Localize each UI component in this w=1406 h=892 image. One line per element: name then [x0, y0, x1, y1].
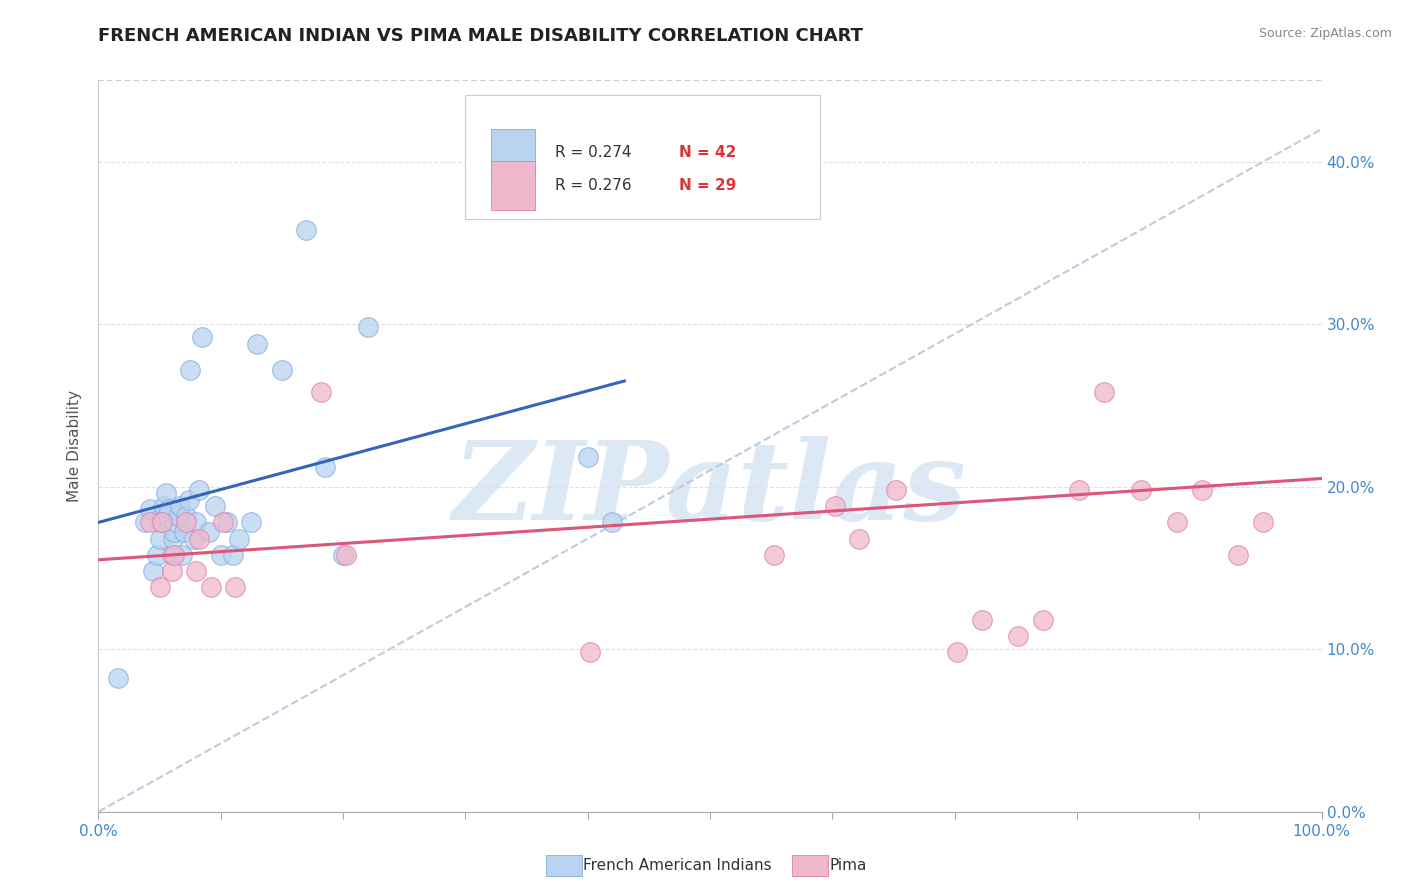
- Point: [156, 508, 179, 523]
- Point: [191, 330, 214, 344]
- Point: [200, 581, 222, 595]
- Text: R = 0.274: R = 0.274: [555, 145, 631, 161]
- Point: [246, 336, 269, 351]
- Point: [224, 581, 246, 595]
- Text: Source: ZipAtlas.com: Source: ZipAtlas.com: [1258, 27, 1392, 40]
- Point: [332, 548, 354, 562]
- Point: [212, 516, 235, 530]
- Point: [163, 548, 186, 562]
- Point: [186, 564, 208, 578]
- Point: [169, 499, 191, 513]
- Point: [146, 548, 169, 562]
- Point: [215, 516, 238, 530]
- Point: [107, 672, 129, 686]
- Point: [222, 548, 245, 562]
- Y-axis label: Male Disability: Male Disability: [67, 390, 83, 502]
- Point: [183, 532, 205, 546]
- Point: [149, 516, 172, 530]
- Point: [228, 532, 250, 546]
- Point: [848, 532, 870, 546]
- Point: [270, 362, 294, 376]
- Point: [163, 525, 186, 540]
- Point: [149, 581, 172, 595]
- Point: [295, 223, 318, 237]
- Point: [139, 516, 162, 530]
- Point: [762, 548, 785, 562]
- Point: [157, 502, 180, 516]
- Point: [1227, 548, 1250, 562]
- Point: [884, 483, 907, 497]
- Point: [970, 613, 993, 627]
- Text: ZIPatlas: ZIPatlas: [453, 436, 967, 543]
- Point: [579, 645, 602, 659]
- Point: [356, 320, 378, 334]
- Text: R = 0.276: R = 0.276: [555, 178, 631, 193]
- Point: [150, 508, 173, 523]
- Text: N = 42: N = 42: [679, 145, 737, 161]
- Point: [600, 516, 623, 530]
- Point: [149, 532, 172, 546]
- Point: [150, 516, 173, 530]
- Point: [142, 564, 165, 578]
- Point: [179, 362, 201, 376]
- Point: [160, 564, 183, 578]
- Text: Pima: Pima: [830, 858, 868, 872]
- Point: [186, 516, 208, 530]
- Point: [197, 525, 219, 540]
- Point: [176, 516, 198, 530]
- Point: [1032, 613, 1054, 627]
- FancyBboxPatch shape: [465, 95, 820, 219]
- Point: [170, 548, 193, 562]
- Point: [209, 548, 232, 562]
- Point: [314, 460, 336, 475]
- Point: [1191, 483, 1213, 497]
- Point: [162, 532, 184, 546]
- Point: [155, 486, 177, 500]
- Point: [335, 548, 357, 562]
- Text: French American Indians: French American Indians: [583, 858, 772, 872]
- Point: [160, 548, 183, 562]
- Point: [176, 508, 198, 523]
- Point: [1007, 629, 1029, 643]
- Point: [1166, 516, 1188, 530]
- FancyBboxPatch shape: [491, 128, 536, 177]
- Point: [1129, 483, 1152, 497]
- Point: [1069, 483, 1091, 497]
- Point: [173, 525, 195, 540]
- Text: N = 29: N = 29: [679, 178, 737, 193]
- Point: [187, 483, 209, 497]
- Point: [134, 516, 156, 530]
- Point: [167, 508, 190, 523]
- Point: [824, 499, 846, 513]
- Point: [1251, 516, 1274, 530]
- Point: [946, 645, 969, 659]
- Point: [139, 502, 162, 516]
- Text: FRENCH AMERICAN INDIAN VS PIMA MALE DISABILITY CORRELATION CHART: FRENCH AMERICAN INDIAN VS PIMA MALE DISA…: [98, 27, 863, 45]
- Point: [153, 499, 176, 513]
- Point: [1092, 385, 1115, 400]
- Point: [204, 499, 226, 513]
- Point: [309, 385, 332, 400]
- FancyBboxPatch shape: [491, 161, 536, 210]
- Point: [240, 516, 263, 530]
- Point: [177, 492, 200, 507]
- Point: [187, 532, 209, 546]
- Point: [165, 516, 187, 530]
- Point: [576, 450, 599, 465]
